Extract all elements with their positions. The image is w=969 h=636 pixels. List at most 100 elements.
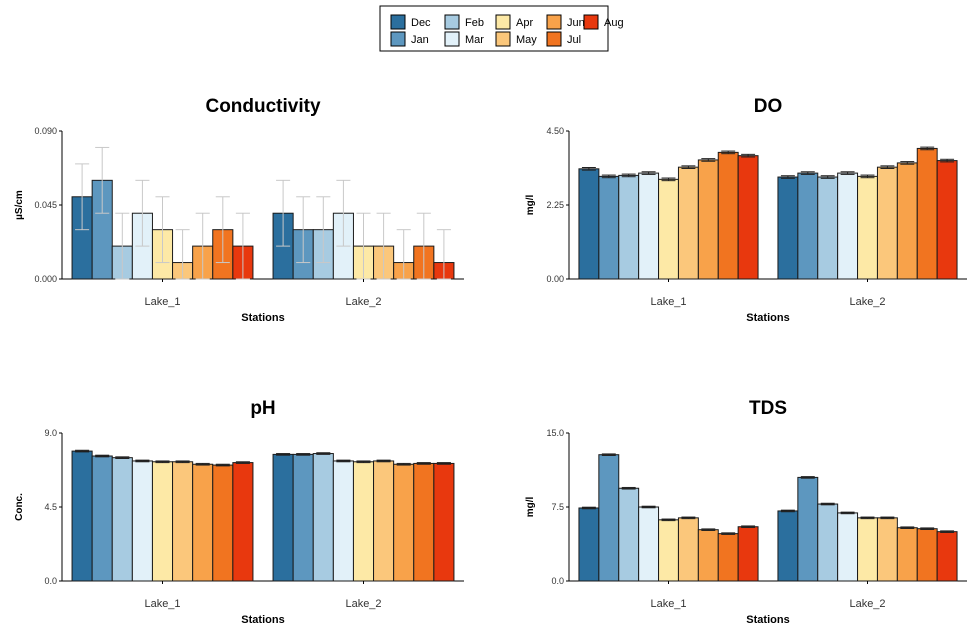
bar-lake_2-jul	[916, 528, 938, 582]
bar-lake_1-mar	[131, 460, 153, 582]
legend-label-may: May	[516, 34, 537, 46]
bar-lake_1-may	[172, 461, 194, 582]
bar-lake_2-apr	[352, 461, 375, 582]
bar-lake_2-mar	[837, 512, 859, 582]
y-tick-label: 0.045	[34, 200, 57, 210]
legend-box	[379, 5, 609, 52]
bar-lake_2-aug	[936, 531, 958, 582]
x-axis-label: Stations	[241, 614, 284, 626]
bar-lake_1-jun	[697, 529, 719, 582]
y-tick-label: 7.5	[551, 502, 564, 512]
bar-lake_2-jun	[896, 162, 918, 280]
bar-lake_2-dec	[272, 453, 294, 582]
panel-do: DO 0.00 2.25 4.50 mg/l Lake_1 Lake_2 Stations	[525, 96, 967, 324]
chart-title: Conductivity	[205, 96, 320, 117]
legend-label-jan: Jan	[411, 34, 429, 46]
y-tick-label: 15.0	[546, 428, 564, 438]
bar-lake_1-feb	[111, 457, 133, 582]
y-axis-label: mg/l	[525, 195, 536, 216]
bar-lake_1-jan	[598, 454, 620, 582]
panel-ph: pH 0.0 4.5 9.0 Conc. Lake_1 Lake_2 Stations	[14, 398, 464, 626]
legend: Dec Jan Feb Mar Apr May Jun Jul Aug	[379, 5, 624, 52]
bar-lake_2-jan	[797, 476, 819, 582]
bar-lake_1-feb	[618, 174, 640, 280]
bar-lake_1-apr	[151, 461, 174, 582]
bar-lake_2-jan	[292, 453, 314, 582]
bar-lake_2-jan	[797, 172, 819, 280]
bar-lake_1-may	[677, 517, 699, 582]
x-tick-label-lake-1: Lake_1	[650, 598, 686, 610]
y-tick-label: 0.000	[34, 274, 57, 284]
bar-lake_1-may	[677, 166, 699, 280]
bar-lake_1-apr	[658, 178, 679, 280]
bar-lake_1-aug	[232, 462, 254, 582]
legend-label-feb: Feb	[465, 17, 484, 29]
y-tick-label: 0.0	[44, 576, 57, 586]
bar-lake_1-jun	[192, 463, 214, 582]
chart-title: TDS	[749, 398, 787, 419]
x-axis-label: Stations	[746, 312, 789, 324]
bar-lake_2-apr	[857, 175, 878, 280]
bar-lake_1-jan	[91, 455, 113, 582]
y-axis-label: mg/l	[525, 497, 536, 518]
bar-lake_2-dec	[777, 510, 799, 582]
bar-lake_1-aug	[737, 155, 759, 280]
bar-lake_2-aug	[936, 160, 958, 280]
legend-label-apr: Apr	[516, 17, 533, 29]
legend-label-jun: Jun	[567, 17, 585, 29]
bar-lake_2-dec	[777, 176, 799, 280]
chart-title: DO	[754, 96, 783, 117]
bar-lake_1-mar	[638, 172, 660, 280]
bar-lake_1-dec	[578, 507, 600, 582]
bar-lake_1-jul	[212, 464, 234, 582]
bar-lake_2-jul	[916, 147, 938, 280]
bar-lake_2-may	[876, 166, 898, 280]
legend-label-jul: Jul	[567, 34, 581, 46]
y-tick-label: 0.0	[551, 576, 564, 586]
x-tick-label-lake-2: Lake_2	[345, 296, 381, 308]
bar-lake_2-mar	[837, 172, 859, 280]
x-tick-label-lake-2: Lake_2	[849, 598, 885, 610]
y-tick-label: 2.25	[546, 200, 564, 210]
bar-lake_2-jul	[413, 462, 435, 582]
x-axis-label: Stations	[746, 614, 789, 626]
x-axis-label: Stations	[241, 312, 284, 324]
chart-panels: Conductivity 0.000 0.045 0.090 µS/cm Lake_1 La…	[14, 96, 967, 626]
bar-lake_2-jun	[896, 527, 918, 582]
legend-swatch-may	[495, 31, 511, 47]
legend-swatch-dec	[390, 14, 406, 30]
bar-lake_1-jul	[717, 533, 739, 582]
bar-lake_2-aug	[433, 462, 455, 582]
panel-tds: TDS 0.0 7.5 15.0 mg/l Lake_1 Lake_2 Stations	[525, 398, 967, 626]
legend-swatch-mar	[444, 31, 460, 47]
legend-label-aug: Aug	[604, 17, 624, 29]
bar-lake_2-jun	[393, 463, 415, 582]
bar-lake_2-feb	[817, 176, 839, 280]
legend-swatch-jun	[546, 14, 562, 30]
x-tick-label-lake-1: Lake_1	[650, 296, 686, 308]
bar-lake_1-mar	[638, 506, 660, 582]
bar-lake_2-apr	[857, 517, 878, 582]
bar-lake_1-jan	[598, 175, 620, 280]
bar-lake_1-apr	[658, 519, 679, 582]
y-tick-label: 0.00	[546, 274, 564, 284]
bar-lake_1-dec	[578, 168, 600, 280]
bar-lake_1-jul	[717, 151, 739, 280]
y-tick-label: 4.5	[44, 502, 57, 512]
legend-swatch-feb	[444, 14, 460, 30]
bar-lake_2-feb	[312, 453, 334, 582]
bar-lake_1-dec	[71, 450, 93, 582]
bar-lake_2-feb	[817, 503, 839, 582]
y-axis-label: Conc.	[14, 493, 25, 521]
legend-label-mar: Mar	[465, 34, 484, 46]
bar-lake_1-jun	[697, 159, 719, 280]
legend-label-dec: Dec	[411, 17, 431, 29]
panel-conductivity: Conductivity 0.000 0.045 0.090 µS/cm Lake_1 La…	[14, 96, 464, 324]
y-tick-label: 9.0	[44, 428, 57, 438]
y-tick-label: 4.50	[546, 126, 564, 136]
legend-swatch-apr	[495, 14, 511, 30]
bar-lake_2-may	[373, 460, 395, 582]
x-tick-label-lake-1: Lake_1	[144, 598, 180, 610]
